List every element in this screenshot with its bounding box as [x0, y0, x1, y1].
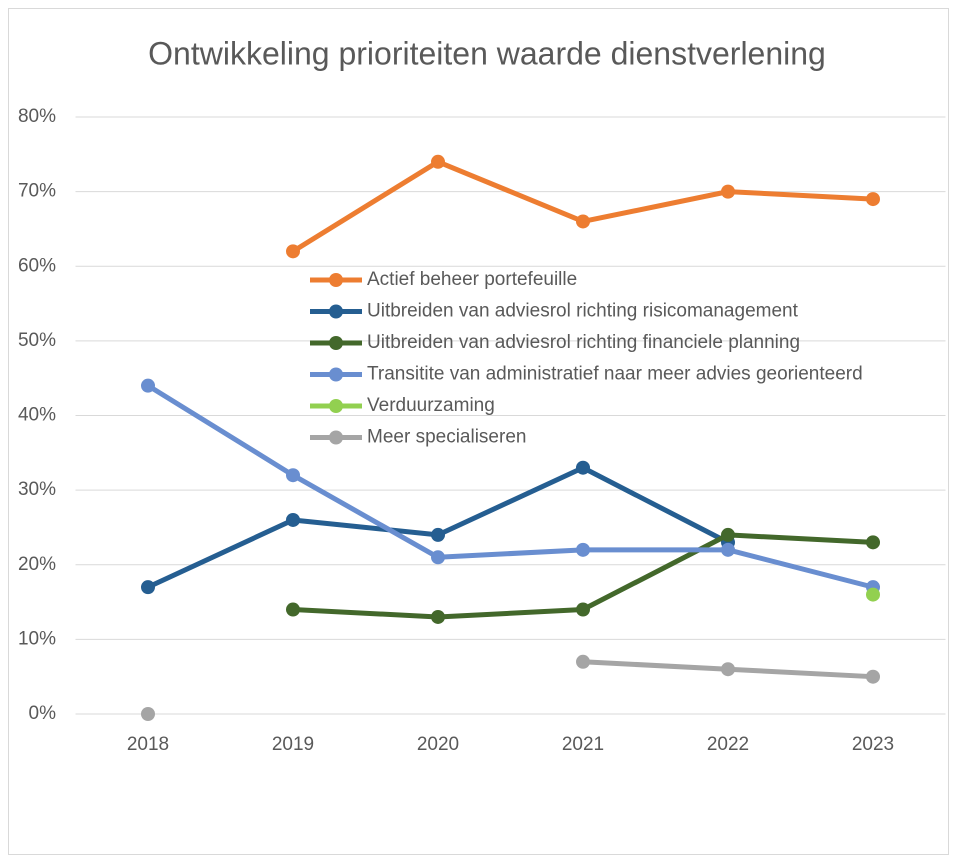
data-point — [721, 527, 735, 542]
data-point — [141, 580, 155, 595]
data-point — [431, 609, 445, 624]
y-tick-label: 80% — [18, 106, 56, 127]
x-tick-label: 2021 — [562, 734, 604, 755]
chart-title: Ontwikkeling prioriteiten waarde dienstv… — [148, 35, 826, 71]
data-point — [866, 587, 880, 602]
data-point — [431, 154, 445, 169]
y-tick-label: 0% — [29, 703, 57, 724]
data-point — [576, 602, 590, 617]
data-point — [576, 654, 590, 669]
data-point — [721, 184, 735, 199]
data-point — [431, 550, 445, 565]
data-point — [141, 378, 155, 393]
legend-swatch-marker — [329, 336, 343, 350]
y-tick-label: 20% — [18, 554, 56, 575]
legend-swatch-marker — [329, 430, 343, 445]
x-tick-label: 2023 — [852, 734, 894, 755]
data-point — [866, 535, 880, 550]
legend-label: Verduurzaming — [367, 395, 495, 416]
x-tick-label: 2018 — [127, 734, 169, 755]
data-point — [866, 669, 880, 684]
legend-label: Transitite van administratief naar meer … — [367, 364, 863, 385]
data-point — [286, 244, 300, 259]
data-point — [286, 468, 300, 483]
legend-label: Actief beheer portefeuille — [367, 269, 577, 290]
data-point — [721, 542, 735, 557]
data-point — [431, 527, 445, 542]
legend-label: Uitbreiden van adviesrol richting financ… — [367, 332, 800, 353]
legend-swatch-marker — [329, 304, 343, 319]
x-tick-label: 2019 — [272, 734, 314, 755]
data-point — [576, 460, 590, 475]
legend-swatch-marker — [329, 399, 343, 413]
y-tick-label: 30% — [18, 479, 56, 500]
legend-label: Meer specialiseren — [367, 427, 526, 448]
legend-swatch-marker — [329, 367, 343, 382]
x-tick-label: 2022 — [707, 734, 749, 755]
data-point — [721, 662, 735, 677]
data-point — [866, 192, 880, 207]
legend-swatch-marker — [329, 273, 343, 287]
y-tick-label: 10% — [18, 628, 56, 649]
y-tick-label: 50% — [18, 330, 56, 351]
y-tick-label: 40% — [18, 405, 56, 426]
data-point — [141, 707, 155, 721]
data-point — [576, 542, 590, 557]
series-line — [146, 383, 874, 590]
data-point — [286, 602, 300, 617]
data-point — [286, 512, 300, 527]
y-tick-label: 70% — [18, 181, 56, 202]
data-point — [576, 214, 590, 229]
legend-label: Uitbreiden van adviesrol richting risico… — [367, 301, 799, 322]
y-tick-label: 60% — [18, 255, 56, 276]
x-tick-label: 2020 — [417, 734, 459, 755]
